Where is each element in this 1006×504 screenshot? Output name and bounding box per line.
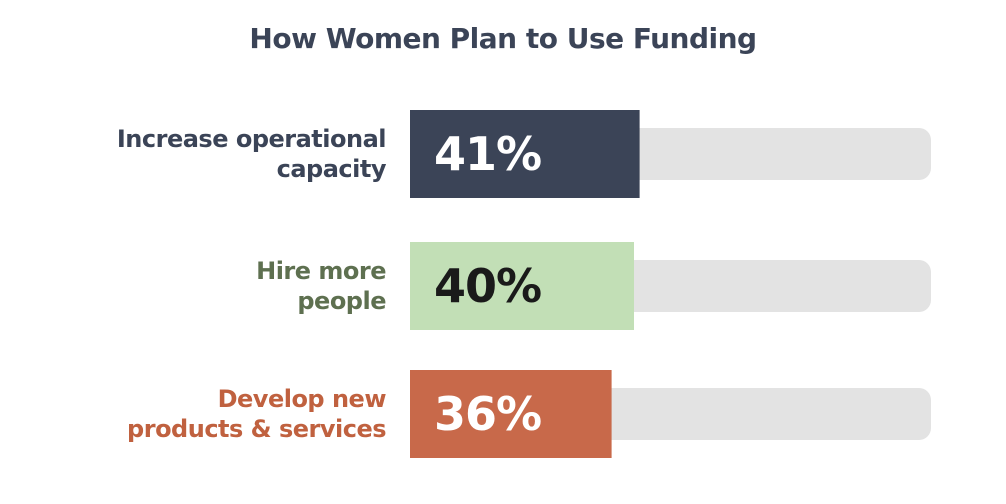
bar <box>410 110 640 198</box>
category-label-line: people <box>297 287 386 315</box>
data-label: 40% <box>434 259 542 313</box>
chart-title: How Women Plan to Use Funding <box>249 22 757 55</box>
bar <box>410 370 612 458</box>
category-label-line: Develop new <box>217 385 387 413</box>
category-label: Hire more people <box>86 256 386 316</box>
data-label: 41% <box>434 127 542 181</box>
category-label-line: Increase operational <box>116 125 387 153</box>
category-label-line: capacity <box>276 155 387 183</box>
category-label-line: products & services <box>127 415 386 443</box>
bar <box>410 242 634 330</box>
data-label: 36% <box>434 387 542 441</box>
category-label: Increase operational capacity <box>86 124 387 184</box>
category-label-line: Hire more <box>256 257 386 285</box>
category-label: Develop new products & services <box>86 384 386 444</box>
